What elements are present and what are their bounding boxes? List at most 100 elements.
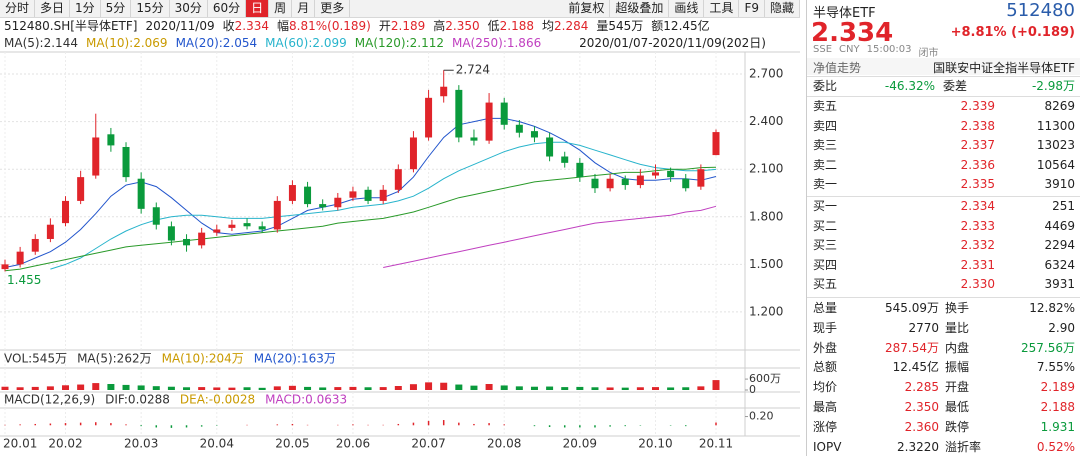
volume-bar <box>651 387 659 390</box>
volume-bar <box>364 387 372 390</box>
candle-body <box>409 137 417 170</box>
info-value: 2.188 <box>499 19 534 33</box>
period-tab[interactable]: 30分 <box>170 0 208 17</box>
candle-body <box>651 172 659 176</box>
order-level: 买二 <box>813 218 838 233</box>
volume-bar <box>576 386 584 390</box>
quote-panel: 半导体ETF 512480 2.334 +8.81% (+0.189) SSE CNY 15… <box>806 0 1080 456</box>
weibi-cell: 委差 <box>943 79 968 93</box>
volume-bar <box>440 382 448 390</box>
period-tab[interactable]: 分时 <box>0 0 36 17</box>
order-price: 2.334 <box>960 199 995 213</box>
volume-bar <box>546 386 554 390</box>
order-price: 2.331 <box>960 257 995 272</box>
order-row: 卖五 2.339 8269 <box>813 97 1075 116</box>
stat-value: 545.09万 <box>885 301 939 315</box>
period-tab[interactable]: 1分 <box>70 0 101 17</box>
candle-body <box>500 102 508 125</box>
date: 2020/11/09 <box>145 19 215 33</box>
volume-bar <box>667 387 675 390</box>
volume-bar <box>288 385 296 390</box>
stat-value: 7.55% <box>1036 360 1075 375</box>
stat-row: 外盘 287.54万 内盘 257.56万 <box>813 339 1075 358</box>
candle-body <box>122 146 130 178</box>
legend-entry: MA(10):2.069 <box>85 36 168 50</box>
tool-button[interactable]: F9 <box>739 0 765 17</box>
volume-bar <box>122 384 130 390</box>
panel-legend: MA(10):204万 <box>162 352 244 366</box>
candle-body <box>243 223 251 227</box>
candle-body <box>712 132 720 156</box>
weibi-cell: -2.98万 <box>1031 79 1075 93</box>
period-tab[interactable]: 15分 <box>131 0 170 17</box>
y-tick-label: 1.200 <box>749 304 783 318</box>
order-row: 买四 2.331 6324 <box>813 256 1075 275</box>
stat-label: 跌停 <box>945 419 970 434</box>
y-tick-label: 1.800 <box>749 209 783 223</box>
fund-name: 半导体ETF <box>813 6 876 21</box>
candle-body <box>167 226 175 241</box>
panel-legend: MACD:0.0633 <box>265 393 347 407</box>
period-tab[interactable]: 多日 <box>35 0 71 17</box>
volume-bar <box>682 387 690 390</box>
candle-body <box>440 86 448 97</box>
order-volume: 4469 <box>1044 218 1075 233</box>
tool-button[interactable]: 前复权 <box>563 0 611 17</box>
period-tab[interactable]: 周 <box>269 0 293 17</box>
candle-body <box>319 204 327 208</box>
stat-value: 2770 <box>908 320 939 335</box>
legend-entry: MA(20):2.054 <box>175 36 258 50</box>
tool-button[interactable]: 工具 <box>704 0 740 17</box>
x-tick-label: 20.07 <box>411 437 445 451</box>
order-level: 卖三 <box>813 138 838 153</box>
tool-button[interactable]: 超级叠加 <box>610 0 670 17</box>
order-level: 买四 <box>813 257 838 272</box>
order-volume: 8269 <box>1044 99 1075 113</box>
order-price: 2.335 <box>960 177 995 192</box>
x-tick-label: 20.08 <box>487 437 521 451</box>
divider <box>807 76 1080 77</box>
volume-bar <box>621 387 629 390</box>
info-item: 均2.284 <box>542 18 588 34</box>
stat-value: 287.54万 <box>885 340 939 355</box>
order-row: 买一 2.334 251 <box>813 197 1075 216</box>
legend-entry: MA(5):2.144 <box>4 36 78 50</box>
nav-tab[interactable]: 净值走势 <box>813 61 862 75</box>
stat-value: 2.3220 <box>897 439 939 454</box>
tool-button[interactable]: 画线 <box>669 0 705 17</box>
order-price: 2.336 <box>960 157 995 172</box>
candle-body <box>152 207 160 225</box>
fund-full-name: 国联安中证全指半导体ETF <box>933 61 1075 75</box>
candle-body <box>530 131 538 138</box>
stat-value: 257.56万 <box>1021 340 1075 355</box>
candle-body <box>16 251 24 265</box>
volume-bar <box>137 385 145 390</box>
candle-body <box>334 197 342 208</box>
stat-label: 开盘 <box>945 380 970 395</box>
candle-body <box>455 89 463 138</box>
candle-body <box>576 162 584 178</box>
order-volume: 3931 <box>1044 277 1075 292</box>
info-label: 均 <box>541 19 554 33</box>
stat-label: IOPV <box>813 439 842 454</box>
weibi-cell: -46.32% <box>884 79 935 93</box>
period-tab[interactable]: 更多 <box>315 0 351 17</box>
order-level: 卖二 <box>813 157 838 172</box>
stat-value: 12.45亿 <box>892 360 939 375</box>
order-row: 卖四 2.338 11300 <box>813 117 1075 136</box>
tool-button[interactable]: 隐藏 <box>765 0 800 17</box>
period-tab[interactable]: 5分 <box>101 0 132 17</box>
period-tab[interactable]: 60分 <box>208 0 247 17</box>
order-row: 买二 2.333 4469 <box>813 217 1075 236</box>
y-tick-label: 0.20 <box>749 410 774 423</box>
order-row: 卖二 2.336 10564 <box>813 156 1075 175</box>
x-tick-label: 20.03 <box>124 437 158 451</box>
volume-bar <box>591 387 599 390</box>
period-tab[interactable]: 日 <box>246 0 270 17</box>
stat-label: 内盘 <box>945 340 970 355</box>
low-annotation: 1.455 <box>7 273 41 287</box>
volume-bar <box>349 386 357 390</box>
divider <box>807 96 1080 97</box>
period-tab[interactable]: 月 <box>292 0 316 17</box>
volume-bar <box>334 387 342 390</box>
